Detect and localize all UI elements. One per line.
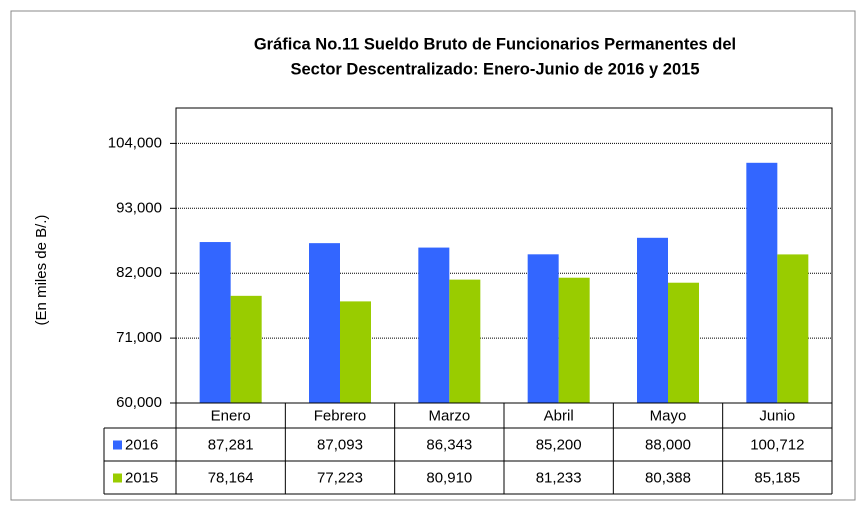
x-tick-label: Marzo xyxy=(428,407,470,424)
bar xyxy=(340,301,371,403)
y-tick-label: 71,000 xyxy=(116,329,162,346)
data-label: 85,200 xyxy=(536,436,582,453)
data-label: 87,093 xyxy=(317,436,363,453)
bar xyxy=(230,295,262,403)
x-tick-label: Enero xyxy=(211,407,251,424)
data-label: 85,185 xyxy=(754,469,800,486)
bar xyxy=(637,237,668,403)
bar xyxy=(449,279,481,403)
x-tick-label: Mayo xyxy=(650,407,687,424)
x-tick-label: Junio xyxy=(759,407,795,424)
y-tick-label: 82,000 xyxy=(116,264,162,281)
bar xyxy=(418,247,450,403)
bar xyxy=(668,282,699,403)
data-label: 88,000 xyxy=(645,436,691,453)
bar xyxy=(777,254,809,403)
data-label: 80,910 xyxy=(426,469,472,486)
x-tick-label: Febrero xyxy=(314,407,367,424)
legend-swatch xyxy=(113,440,122,450)
chart-title: Sector Descentralizado: Enero-Junio de 2… xyxy=(291,60,700,78)
bar xyxy=(199,242,231,403)
plot-area xyxy=(175,107,833,404)
y-tick-label: 104,000 xyxy=(108,134,162,151)
data-label: 100,712 xyxy=(750,436,804,453)
legend-label: 2016 xyxy=(125,436,158,453)
data-label: 78,164 xyxy=(208,469,254,486)
bar xyxy=(746,162,778,403)
data-label: 80,388 xyxy=(645,469,691,486)
data-label: 81,233 xyxy=(536,469,582,486)
y-tick-label: 93,000 xyxy=(116,199,162,216)
data-label: 86,343 xyxy=(426,436,472,453)
bar xyxy=(309,243,340,403)
x-tick-label: Abril xyxy=(544,407,574,424)
data-label: 77,223 xyxy=(317,469,363,486)
chart-title: Gráfica No.11 Sueldo Bruto de Funcionari… xyxy=(254,35,736,53)
legend-swatch xyxy=(113,473,122,483)
bar xyxy=(527,254,559,403)
y-axis-label: (En miles de B/.) xyxy=(33,215,50,326)
data-label: 87,281 xyxy=(208,436,254,453)
legend-label: 2015 xyxy=(125,469,158,486)
bar xyxy=(558,277,590,403)
y-tick-label: 60,000 xyxy=(116,394,162,411)
